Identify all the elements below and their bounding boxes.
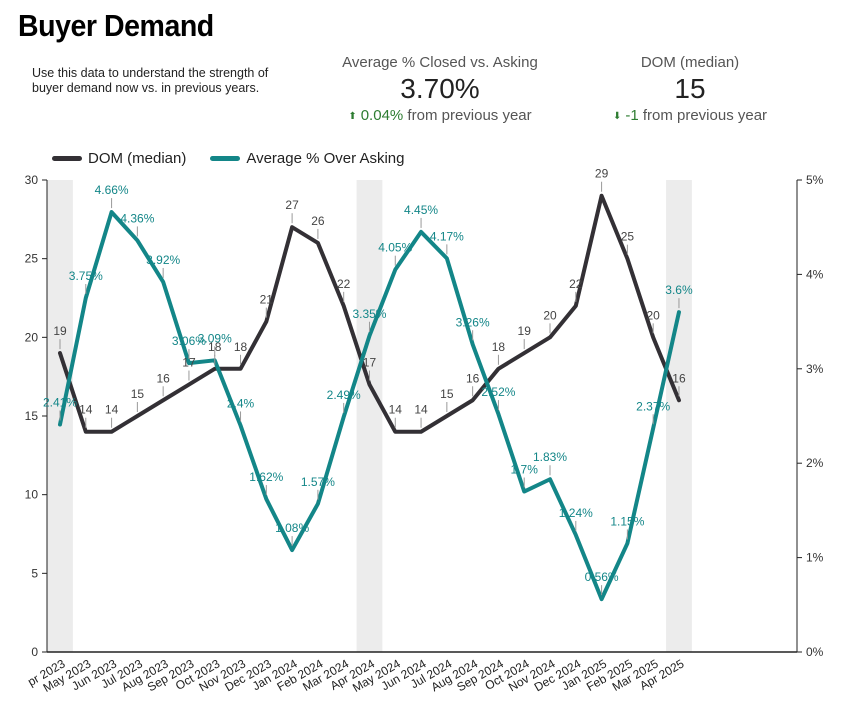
over-asking-data-label: 3.92% — [146, 253, 180, 267]
y-left-tick-label: 10 — [25, 488, 39, 502]
over-asking-data-label: 1.24% — [559, 506, 593, 520]
arrow-up-icon: ⬆ — [348, 111, 357, 122]
y-right-tick-label: 1% — [806, 551, 824, 565]
kpi-change: ⬇ -1 from previous year — [600, 107, 780, 124]
y-left-tick-label: 5 — [31, 566, 38, 580]
dom-data-label: 27 — [285, 198, 299, 212]
y-right-tick-label: 5% — [806, 173, 824, 187]
dom-data-label: 17 — [182, 356, 196, 370]
kpi-change-suffix: from previous year — [638, 107, 768, 124]
over-asking-data-label: 1.62% — [249, 470, 283, 484]
over-asking-data-label: 2.52% — [481, 385, 515, 399]
series-line-dom — [58, 193, 681, 434]
over-asking-data-label: 2.4% — [227, 396, 255, 410]
over-asking-data-label: 3.26% — [456, 315, 490, 329]
over-asking-data-label: 4.66% — [95, 183, 129, 197]
dom-data-label: 16 — [156, 371, 170, 385]
dom-data-label: 22 — [337, 277, 351, 291]
over-asking-data-label: 2.41% — [43, 395, 77, 409]
dom-data-label: 22 — [569, 277, 583, 291]
over-asking-data-label: 1.83% — [533, 450, 567, 464]
chart-legend: DOM (median) Average % Over Asking — [52, 150, 429, 167]
dom-data-label: 25 — [621, 230, 635, 244]
over-asking-data-label: 3.6% — [665, 283, 693, 297]
over-asking-data-label: 3.75% — [69, 269, 103, 283]
over-asking-data-label: 2.37% — [636, 399, 670, 413]
kpi-change-value: 0.04% — [360, 107, 404, 124]
y-left-tick-label: 30 — [25, 173, 39, 187]
kpi-closed-vs-asking: Average % Closed vs. Asking 3.70% ⬆ 0.04%… — [330, 54, 550, 124]
highlight-band — [356, 180, 383, 652]
kpi-dom: DOM (median) 15 ⬇ -1 from previous year — [600, 54, 780, 124]
over-asking-data-label: 3.35% — [352, 307, 386, 321]
dom-data-label: 14 — [79, 403, 93, 417]
y-left-tick-label: 15 — [25, 409, 39, 423]
dom-data-label: 19 — [518, 324, 532, 338]
dom-data-label: 18 — [492, 340, 506, 354]
over-asking-data-label: 1.7% — [511, 463, 539, 477]
legend-swatch — [52, 156, 82, 161]
over-asking-data-label: 1.57% — [301, 475, 335, 489]
y-right-tick-label: 4% — [806, 267, 824, 281]
kpi-label: DOM (median) — [640, 54, 740, 71]
over-asking-data-label: 2.49% — [327, 388, 361, 402]
dom-data-label: 21 — [260, 293, 274, 307]
dom-data-label: 16 — [466, 371, 480, 385]
legend-label: Average % Over Asking — [246, 150, 405, 167]
dom-data-label: 15 — [440, 387, 454, 401]
arrow-down-icon: ⬇ — [612, 111, 622, 122]
kpi-change-value: -1 — [625, 107, 639, 124]
kpi-value: 15 — [674, 73, 706, 104]
dom-data-label: 14 — [389, 403, 403, 417]
dom-data-label: 29 — [595, 167, 609, 181]
y-left-tick-label: 20 — [25, 330, 39, 344]
y-left-tick-label: 0 — [31, 645, 38, 659]
highlight-band — [666, 180, 692, 652]
kpi-label: Average % Closed vs. Asking — [342, 54, 538, 71]
legend-label: DOM (median) — [88, 150, 187, 167]
over-asking-data-label: 1.15% — [610, 514, 644, 528]
dom-data-label: 19 — [53, 324, 67, 338]
dom-data-label: 14 — [414, 403, 428, 417]
over-asking-data-label: 3.06% — [172, 334, 206, 348]
dom-data-label: 20 — [543, 308, 557, 322]
y-right-tick-label: 3% — [806, 362, 824, 376]
over-asking-data-label: 1.08% — [275, 521, 309, 535]
dom-data-label: 15 — [131, 387, 145, 401]
page-title: Buyer Demand — [18, 8, 214, 43]
kpi-change: ⬆ 0.04% from previous year — [330, 107, 550, 124]
legend-item-over-asking: Average % Over Asking — [210, 150, 405, 167]
over-asking-data-label: 4.17% — [430, 229, 464, 243]
y-right-tick-label: 0% — [806, 645, 824, 659]
over-asking-data-label: 4.05% — [378, 241, 412, 255]
dom-data-label: 18 — [234, 340, 248, 354]
dom-data-label: 26 — [311, 214, 325, 228]
over-asking-data-label: 4.36% — [120, 211, 154, 225]
over-asking-data-label: 4.45% — [404, 203, 438, 217]
over-asking-data-label: 3.09% — [198, 331, 232, 345]
legend-swatch — [210, 156, 241, 161]
kpi-change-suffix: from previous year — [403, 107, 532, 124]
dom-data-label: 17 — [363, 356, 377, 370]
legend-item-dom: DOM (median) — [52, 150, 186, 167]
y-left-tick-label: 25 — [25, 252, 39, 266]
dom-data-label: 16 — [672, 371, 686, 385]
over-asking-data-label: 0.56% — [585, 570, 619, 584]
kpi-value: 3.70% — [400, 73, 480, 104]
page-description: Use this data to understand the strength… — [32, 66, 269, 95]
dom-data-label: 14 — [105, 403, 119, 417]
dom-data-label: 20 — [646, 308, 660, 322]
y-right-tick-label: 2% — [806, 456, 824, 470]
series-line-over-asking — [58, 210, 681, 602]
